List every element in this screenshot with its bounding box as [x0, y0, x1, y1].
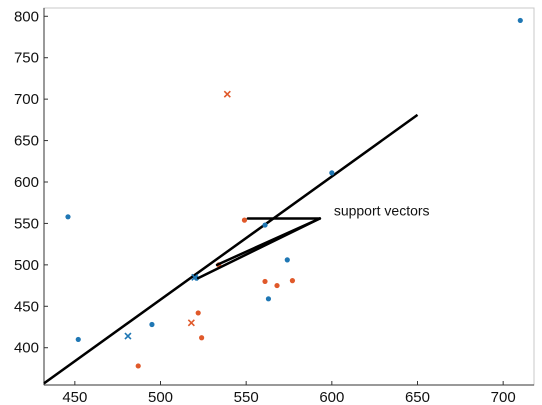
data-point-cross	[223, 90, 231, 98]
y-tick-label: 650	[14, 133, 39, 150]
y-tick-label: 400	[14, 340, 39, 357]
data-point	[289, 278, 296, 284]
annotation-layer: support vectors	[196, 202, 430, 280]
data-point	[284, 257, 290, 263]
data-point	[149, 321, 155, 328]
data-points-layer	[65, 17, 523, 369]
x-tick-label: 650	[405, 389, 430, 405]
data-point-cross	[191, 273, 199, 281]
x-tick-label: 500	[148, 389, 173, 405]
y-tick-label: 450	[14, 298, 39, 315]
y-tick-label: 800	[14, 8, 39, 25]
y-tick-label: 550	[14, 215, 39, 232]
data-point-cross	[124, 332, 132, 340]
data-point	[517, 17, 523, 24]
y-tick-label: 700	[14, 91, 39, 108]
x-tick-label: 600	[319, 389, 344, 405]
data-point	[262, 222, 268, 228]
x-tick-label: 550	[234, 389, 259, 405]
decision-boundary-layer	[43, 113, 419, 385]
data-point	[265, 296, 272, 302]
data-point	[199, 335, 205, 341]
data-point-cross	[187, 319, 195, 327]
axes: 400 450 500 550 600 650 700 750 800 450 500 550 600 6…	[14, 7, 535, 405]
data-point	[195, 310, 201, 316]
annotation-pointer	[196, 217, 322, 280]
annotation-label: support vectors	[334, 202, 430, 218]
data-point	[135, 363, 141, 369]
data-point	[75, 336, 81, 343]
y-tick-label: 600	[14, 174, 39, 191]
y-tick-label: 750	[14, 50, 39, 67]
data-point	[65, 214, 71, 220]
y-tick-label: 500	[14, 257, 39, 274]
x-tick-label: 450	[62, 389, 87, 405]
data-point	[262, 278, 268, 285]
data-point	[241, 217, 248, 223]
data-point	[274, 282, 280, 289]
data-point	[329, 170, 335, 176]
x-tick-label: 700	[491, 389, 516, 405]
decision-boundary-line	[43, 113, 419, 385]
plot-frame	[43, 7, 535, 386]
